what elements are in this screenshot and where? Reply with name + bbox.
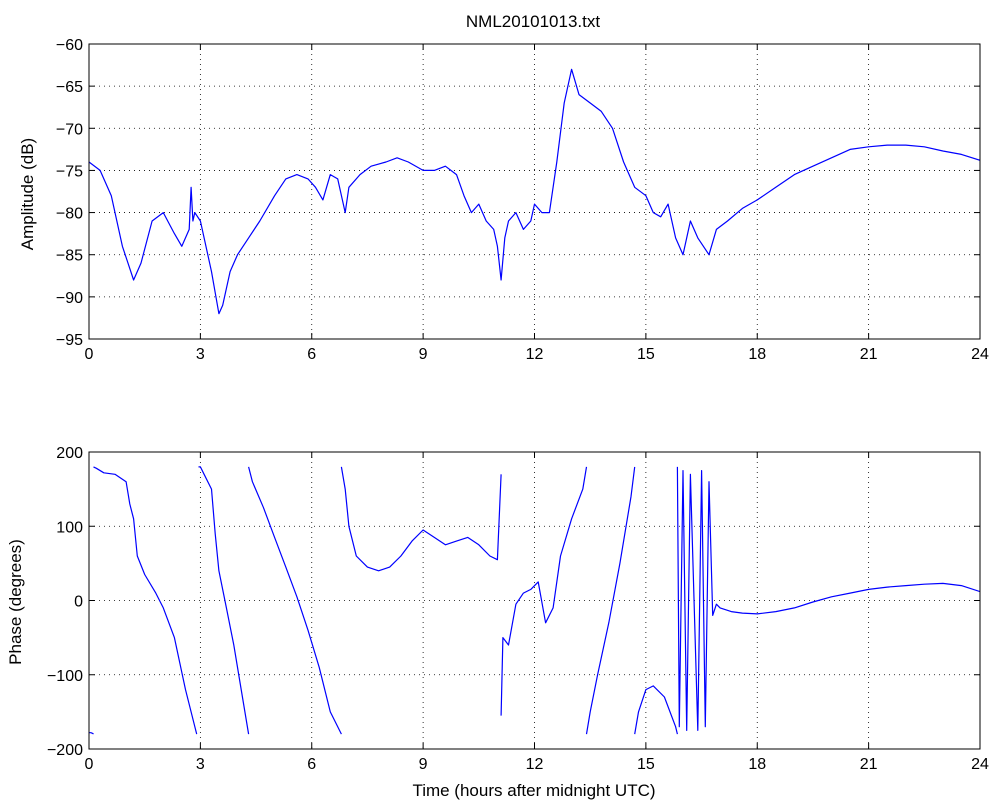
amplitude-x-tick-label: 0 (85, 346, 94, 363)
amplitude-x-tick-label: 3 (196, 346, 205, 363)
amplitude-y-tick-label: −65 (56, 79, 83, 96)
amplitude-y-axis-title: Amplitude (dB) (18, 138, 37, 250)
phase-series-line-2 (198, 466, 250, 735)
phase-x-tick-label: 3 (196, 756, 205, 773)
phase-y-tick-label: −100 (47, 668, 83, 685)
phase-x-tick-label: 0 (85, 756, 94, 773)
phase-x-tick-label: 15 (637, 756, 655, 773)
chart-title: NML20101013.txt (466, 12, 600, 31)
phase-y-tick-label: 100 (56, 519, 83, 536)
amplitude-x-tick-label: 6 (307, 346, 316, 363)
amplitude-y-tick-label: −70 (56, 121, 83, 138)
amplitude-y-tick-label: −80 (56, 206, 83, 223)
amplitude-panel: 0 3 6 9 12 15 18 21 24 −95 −90 −85 −80 −75 −70 −65 −60 (56, 37, 989, 363)
amplitude-y-tick-label: −85 (56, 248, 83, 265)
phase-y-tick-label: 0 (74, 594, 83, 611)
phase-series-line-3 (248, 466, 342, 735)
phase-series-line-7 (634, 685, 678, 735)
amplitude-axes-frame (88, 43, 981, 340)
amplitude-x-tick-label: 18 (748, 346, 766, 363)
amplitude-y-tick-label: −60 (56, 37, 83, 54)
phase-y-tick-label: 200 (56, 445, 83, 462)
amplitude-y-tick-label: −95 (56, 332, 83, 349)
phase-series-line-5 (500, 466, 588, 716)
phase-y-tick-label: −200 (47, 742, 83, 759)
amplitude-x-tick-label: 24 (971, 346, 989, 363)
phase-series-line-6 (585, 466, 636, 735)
phase-x-tick-label: 6 (307, 756, 316, 773)
amplitude-x-tick-label: 21 (860, 346, 878, 363)
amplitude-y-tick-label: −75 (56, 163, 83, 180)
phase-panel: 0 3 6 9 12 15 18 21 24 −200 −100 0 100 200 (47, 445, 989, 773)
phase-series-line-8 (676, 466, 980, 732)
amplitude-x-tick-label: 12 (526, 346, 544, 363)
phase-x-tick-label: 24 (971, 756, 989, 773)
phase-y-axis-title: Phase (degrees) (6, 539, 25, 665)
phase-x-axis-title: Time (hours after midnight UTC) (412, 781, 655, 800)
phase-x-tick-label: 12 (526, 756, 544, 773)
phase-x-tick-label: 18 (748, 756, 766, 773)
phase-series-line-0 (89, 732, 94, 735)
phase-x-tick-label: 9 (419, 756, 428, 773)
amplitude-x-tick-label: 15 (637, 346, 655, 363)
amplitude-series-line-0 (89, 68, 980, 315)
phase-series-line-1 (93, 466, 198, 735)
phase-axes-frame (88, 451, 981, 750)
phase-x-tick-label: 21 (860, 756, 878, 773)
amplitude-y-tick-label: −90 (56, 290, 83, 307)
amplitude-x-tick-label: 9 (419, 346, 428, 363)
phase-series-line-4 (340, 466, 502, 572)
